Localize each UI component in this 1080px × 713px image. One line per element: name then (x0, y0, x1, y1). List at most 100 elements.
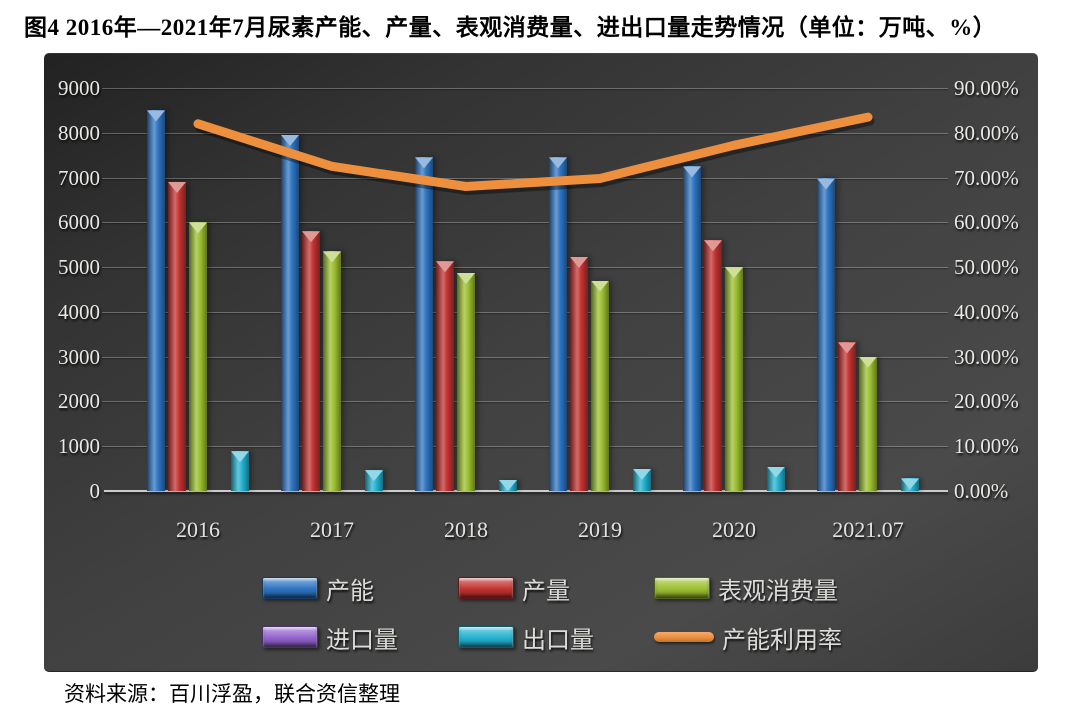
source-note: 资料来源：百川浮盈，联合资信整理 (64, 682, 400, 706)
gridline (102, 446, 948, 448)
bar-production-2021.07 (838, 342, 856, 491)
x-axis-category-label: 2018 (444, 517, 488, 542)
bar-production-2017 (302, 231, 320, 491)
figure-title: 图4 2016年—2021年7月尿素产能、产量、表观消费量、进出口量走势情况（单… (24, 15, 997, 40)
bar-capacity-2016 (147, 110, 165, 491)
legend-item-production: 产量 (458, 570, 570, 606)
legend-item-imports: 进口量 (262, 619, 398, 655)
left-axis-tick: 1000 (58, 434, 100, 459)
left-axis-tick: 2000 (58, 389, 100, 414)
bar-top-cap (549, 157, 567, 169)
right-axis-tick: 60.00% (954, 210, 1019, 235)
bar-production-2019 (570, 256, 588, 491)
bar-top-cap (683, 166, 701, 178)
legend-item-capacity: 产能 (262, 570, 374, 606)
bar-top-cap (838, 342, 856, 354)
bar-top-cap (365, 470, 383, 482)
bar-top-cap (767, 466, 785, 478)
legend-label-imports: 进口量 (326, 627, 398, 654)
left-axis-tick: 6000 (58, 210, 100, 235)
bar-top-cap (591, 280, 609, 292)
legend-label-production: 产量 (522, 578, 570, 605)
bar-top-cap (436, 261, 454, 273)
legend-swatch-capacity-utilization (654, 632, 714, 642)
bar-apparent-consumption-2017 (323, 251, 341, 491)
right-axis-tick: 20.00% (954, 389, 1019, 414)
right-axis-tick: 80.00% (954, 120, 1019, 145)
gridline (102, 177, 948, 179)
bar-top-cap (168, 182, 186, 194)
bar-capacity-2021.07 (817, 178, 835, 491)
bar-top-cap (415, 157, 433, 169)
left-axis-tick: 9000 (58, 76, 100, 100)
bar-exports-2021.07 (901, 478, 919, 491)
bar-top-cap (302, 231, 320, 243)
right-axis-tick: 10.00% (954, 434, 1019, 459)
legend-label-exports: 出口量 (522, 627, 594, 654)
left-axis-tick: 3000 (58, 344, 100, 369)
bar-top-cap (281, 135, 299, 147)
legend-swatch-imports (262, 626, 318, 648)
bar-production-2018 (436, 261, 454, 491)
capacity-utilization-line-layer (193, 112, 875, 196)
right-axis-tick: 40.00% (954, 299, 1019, 324)
legend-item-exports: 出口量 (458, 619, 594, 655)
legend-swatch-apparent-consumption (654, 577, 710, 599)
legend-swatch-exports (458, 626, 514, 648)
bar-top-cap (189, 222, 207, 234)
legend-label-apparent-consumption: 表观消费量 (718, 578, 838, 605)
left-axis-tick: 8000 (58, 120, 100, 145)
capacity-utilization-line (193, 112, 873, 192)
bar-production-2016 (168, 182, 186, 491)
bar-top-cap (633, 468, 651, 480)
bar-top-cap (323, 251, 341, 263)
legend-item-apparent-consumption: 表观消费量 (654, 570, 838, 606)
left-axis-tick: 4000 (58, 299, 100, 324)
bar-production-2020 (704, 240, 722, 491)
x-axis-category-label: 2019 (578, 517, 622, 542)
x-axis-category-label: 2017 (310, 517, 354, 542)
gridline (102, 356, 948, 358)
gridline (102, 401, 948, 403)
gridline (102, 311, 948, 313)
legend-label-capacity-utilization: 产能利用率 (722, 627, 842, 654)
bar-apparent-consumption-2021.07 (859, 356, 877, 491)
bar-apparent-consumption-2019 (591, 280, 609, 491)
bar-top-cap (817, 178, 835, 190)
legend-label-capacity: 产能 (326, 578, 374, 605)
bar-apparent-consumption-2020 (725, 267, 743, 491)
bar-exports-2016 (231, 451, 249, 491)
bar-capacity-2020 (683, 166, 701, 491)
right-axis-tick: 0.00% (954, 479, 1009, 503)
right-axis-tick: 70.00% (954, 165, 1019, 190)
plot-area (102, 88, 948, 492)
gridline (102, 267, 948, 269)
bar-exports-2018 (499, 480, 517, 492)
left-axis-tick: 5000 (58, 255, 100, 280)
left-axis-tick: 7000 (58, 165, 100, 190)
bar-top-cap (859, 356, 877, 368)
right-axis-tick: 30.00% (954, 344, 1019, 369)
x-axis-baseline (104, 490, 948, 492)
bar-top-cap (231, 451, 249, 463)
right-axis-tick: 90.00% (954, 76, 1019, 100)
gridline (102, 132, 948, 134)
chart-panel: 0 0.00% 1000 10.00% 2000 20.00% 3000 30.00% 4000… (44, 53, 1038, 672)
bar-top-cap (704, 240, 722, 252)
bar-exports-2019 (633, 468, 651, 491)
bar-top-cap (499, 480, 517, 492)
bar-top-cap (147, 110, 165, 122)
bar-capacity-2019 (549, 157, 567, 491)
legend-swatch-capacity (262, 577, 318, 599)
bar-apparent-consumption-2016 (189, 222, 207, 491)
x-axis-category-label: 2021.07 (832, 517, 904, 542)
left-axis-tick: 0 (89, 479, 101, 503)
bar-apparent-consumption-2018 (457, 272, 475, 491)
bar-exports-2020 (767, 466, 785, 491)
bar-exports-2017 (365, 470, 383, 491)
gridline (102, 88, 948, 89)
legend-item-capacity-utilization: 产能利用率 (654, 619, 842, 655)
legend-swatch-production (458, 577, 514, 599)
bar-top-cap (725, 267, 743, 279)
gridline (102, 222, 948, 224)
